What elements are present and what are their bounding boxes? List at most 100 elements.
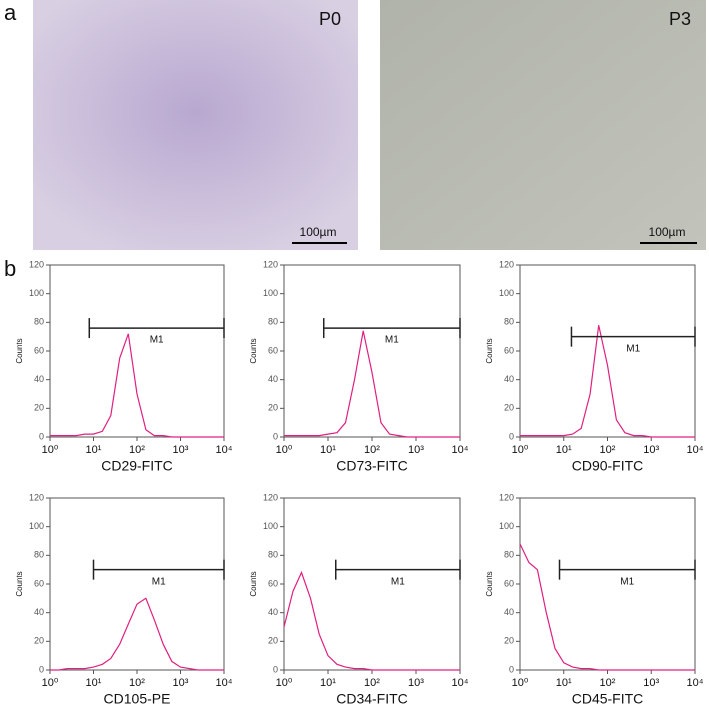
x-tick-label: 10⁰ [276,444,293,456]
x-axis-label: CD29-FITC [101,458,173,474]
histogram-curve [519,543,695,671]
y-tick-label: 20 [268,403,278,413]
y-tick-label: 120 [29,259,44,269]
x-tick-label: 10² [364,677,380,689]
panel-label: b [4,256,16,281]
y-tick-label: 0 [39,664,44,674]
y-tick-label: 40 [34,607,44,617]
x-tick-label: 10¹ [86,677,102,689]
histogram-curve [283,570,460,671]
micrograph [33,0,358,250]
y-tick-label: 100 [263,521,278,531]
y-tick-label: 0 [39,431,44,441]
x-tick-label: 10⁴ [216,444,233,456]
histogram-curve [50,333,224,438]
x-axis-label: CD90-FITC [572,458,644,474]
x-tick-label: 10³ [408,444,424,456]
plot-frame [49,264,225,438]
y-tick-label: 20 [34,403,44,413]
x-tick-label: 10⁰ [42,677,59,689]
histogram-curve [50,597,224,671]
y-tick-label: 0 [273,431,278,441]
y-tick-label: 0 [509,664,514,674]
y-tick-label: 80 [268,317,278,327]
y-tick-label: 40 [268,374,278,384]
y-tick-label: 120 [499,259,514,269]
scale-bar-label: 100µm [649,225,686,239]
x-tick-label: 10² [364,444,380,456]
x-tick-label: 10⁰ [42,444,59,456]
x-axis-label: CD45-FITC [572,691,644,707]
y-axis-label: Counts [249,571,258,596]
x-tick-label: 10⁴ [452,677,469,689]
x-tick-label: 10⁴ [687,444,704,456]
scale-bar-label: 100µm [300,225,337,239]
x-tick-label: 10² [600,444,616,456]
y-tick-label: 20 [268,636,278,646]
y-axis-label: Counts [15,571,24,596]
x-tick-label: 10⁰ [512,677,529,689]
y-tick-label: 0 [273,664,278,674]
histogram-curve [520,325,695,438]
x-tick-label: 10³ [408,677,424,689]
y-tick-label: 20 [504,403,514,413]
y-tick-label: 40 [504,607,514,617]
plot-frame [519,264,696,438]
image-label: P0 [319,9,341,29]
y-axis-label: Counts [485,571,494,596]
x-tick-label: 10¹ [320,444,336,456]
x-tick-label: 10² [129,444,145,456]
y-tick-label: 120 [263,492,278,502]
plot-frame [519,497,696,671]
histogram-curve [284,330,460,438]
y-tick-label: 80 [268,550,278,560]
y-axis-label: Counts [485,338,494,363]
gate-label: M1 [620,576,634,587]
micrograph [380,0,706,250]
x-axis-label: CD105-PE [104,691,171,707]
y-tick-label: 60 [34,345,44,355]
y-tick-label: 100 [29,521,44,531]
y-tick-label: 80 [34,317,44,327]
x-tick-label: 10² [600,677,616,689]
gate-label: M1 [152,576,166,587]
y-tick-label: 60 [268,345,278,355]
y-tick-label: 120 [29,492,44,502]
plot-frame [49,497,225,671]
x-tick-label: 10⁴ [216,677,233,689]
y-tick-label: 100 [499,521,514,531]
y-tick-label: 40 [268,607,278,617]
x-axis-label: CD34-FITC [336,691,408,707]
y-tick-label: 120 [499,492,514,502]
y-tick-label: 0 [509,431,514,441]
y-tick-label: 20 [34,636,44,646]
y-tick-label: 100 [499,288,514,298]
image-label: P3 [669,9,691,29]
y-tick-label: 100 [263,288,278,298]
x-tick-label: 10⁴ [452,444,469,456]
plot-frame [283,264,461,438]
x-tick-label: 10³ [173,444,189,456]
gate-label: M1 [626,343,640,354]
x-tick-label: 10¹ [556,444,572,456]
x-tick-label: 10² [129,677,145,689]
gate-label: M1 [385,335,399,346]
y-tick-label: 100 [29,288,44,298]
y-tick-label: 60 [504,578,514,588]
y-tick-label: 80 [504,317,514,327]
x-tick-label: 10⁰ [276,677,293,689]
x-axis-label: CD73-FITC [336,458,408,474]
y-tick-label: 80 [504,550,514,560]
gate-label: M1 [150,335,164,346]
x-tick-label: 10³ [173,677,189,689]
y-axis-label: Counts [249,338,258,363]
y-tick-label: 20 [504,636,514,646]
y-axis-label: Counts [15,338,24,363]
y-tick-label: 60 [504,345,514,355]
x-tick-label: 10³ [643,677,659,689]
x-tick-label: 10⁰ [512,444,529,456]
gate-label: M1 [391,576,405,587]
plot-frame [283,497,461,671]
panel-label: a [4,0,17,25]
